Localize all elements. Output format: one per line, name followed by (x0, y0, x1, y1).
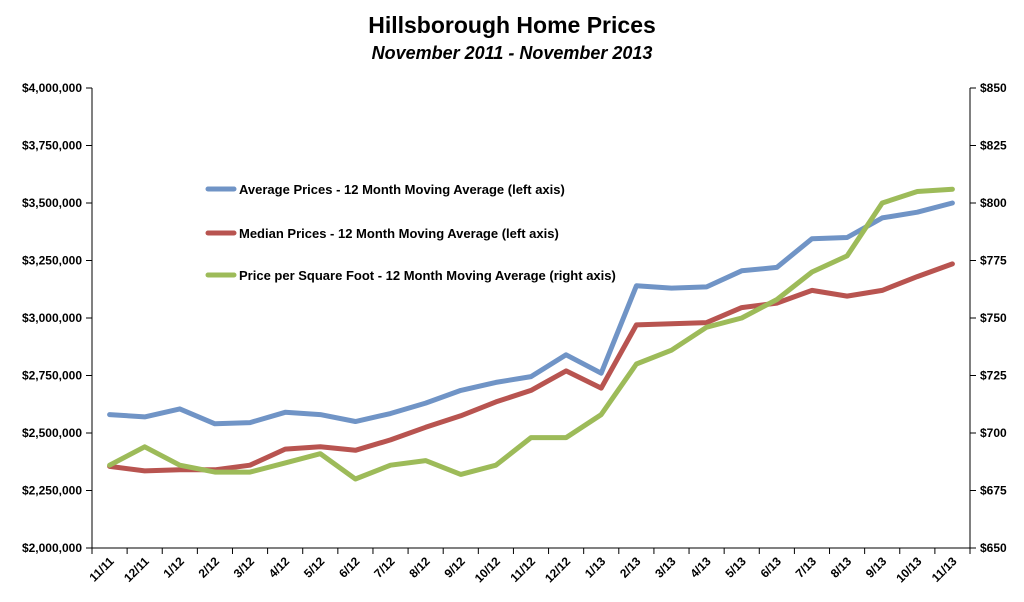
x-axis-tick-label: 8/13 (828, 554, 855, 581)
legend-label-3: Price per Square Foot - 12 Month Moving … (239, 268, 616, 283)
x-axis-tick-label: 7/12 (371, 554, 398, 581)
left-axis-tick-label: $2,000,000 (22, 541, 82, 555)
x-axis-tick-label: 10/12 (472, 554, 503, 585)
x-axis-tick-label: 4/12 (266, 554, 293, 581)
right-axis-tick-label: $750 (980, 311, 1007, 325)
x-axis-tick-label: 12/12 (542, 554, 573, 585)
x-axis-tick-label: 6/12 (336, 554, 363, 581)
x-axis-tick-label: 2/13 (617, 554, 644, 581)
x-axis-tick-label: 11/13 (929, 554, 960, 585)
legend-label-2: Median Prices - 12 Month Moving Average … (239, 226, 559, 241)
x-axis-tick-label: 11/11 (86, 554, 116, 584)
x-axis-tick-label: 5/13 (722, 554, 749, 581)
x-axis-tick-label: 2/12 (196, 554, 223, 581)
left-axis-tick-label: $3,000,000 (22, 311, 82, 325)
left-axis-tick-label: $3,500,000 (22, 196, 82, 210)
x-axis-tick-label: 8/12 (406, 554, 433, 581)
x-axis-tick-label: 1/13 (582, 554, 609, 581)
right-axis-tick-label: $850 (980, 81, 1007, 95)
x-axis-tick-label: 11/12 (507, 554, 538, 585)
left-axis-tick-label: $3,750,000 (22, 139, 82, 153)
x-axis-tick-label: 7/13 (793, 554, 820, 581)
series-line-1 (107, 200, 955, 427)
chart-title: Hillsborough Home Prices (368, 12, 656, 38)
x-axis-tick-label: 3/12 (231, 554, 258, 581)
legend-label-1: Average Prices - 12 Month Moving Average… (239, 182, 565, 197)
right-axis-tick-label: $725 (980, 369, 1007, 383)
chart-subtitle: November 2011 - November 2013 (371, 43, 653, 63)
right-axis-tick-label: $675 (980, 484, 1007, 498)
right-axis-tick-label: $800 (980, 196, 1007, 210)
right-axis-tick-label: $650 (980, 541, 1007, 555)
right-axis-tick-label: $825 (980, 139, 1007, 153)
x-axis-tick-label: 12/11 (121, 554, 152, 585)
right-axis-tick-label: $700 (980, 426, 1007, 440)
left-axis-tick-label: $2,500,000 (22, 426, 82, 440)
x-axis-tick-label: 5/12 (301, 554, 328, 581)
left-axis-tick-label: $4,000,000 (22, 81, 82, 95)
x-axis-tick-label: 10/13 (893, 554, 924, 585)
left-axis-tick-label: $3,250,000 (22, 254, 82, 268)
x-axis-tick-label: 6/13 (758, 554, 785, 581)
x-axis-tick-label: 9/12 (441, 554, 468, 581)
x-axis-tick-label: 9/13 (863, 554, 890, 581)
right-axis-tick-label: $775 (980, 254, 1007, 268)
left-axis-tick-label: $2,750,000 (22, 369, 82, 383)
x-axis-tick-label: 3/13 (652, 554, 679, 581)
left-axis-tick-label: $2,250,000 (22, 484, 82, 498)
series-line-2 (107, 261, 955, 474)
x-axis-tick-label: 4/13 (687, 554, 714, 581)
x-axis-tick-label: 1/12 (161, 554, 188, 581)
series-line-3 (107, 186, 955, 482)
